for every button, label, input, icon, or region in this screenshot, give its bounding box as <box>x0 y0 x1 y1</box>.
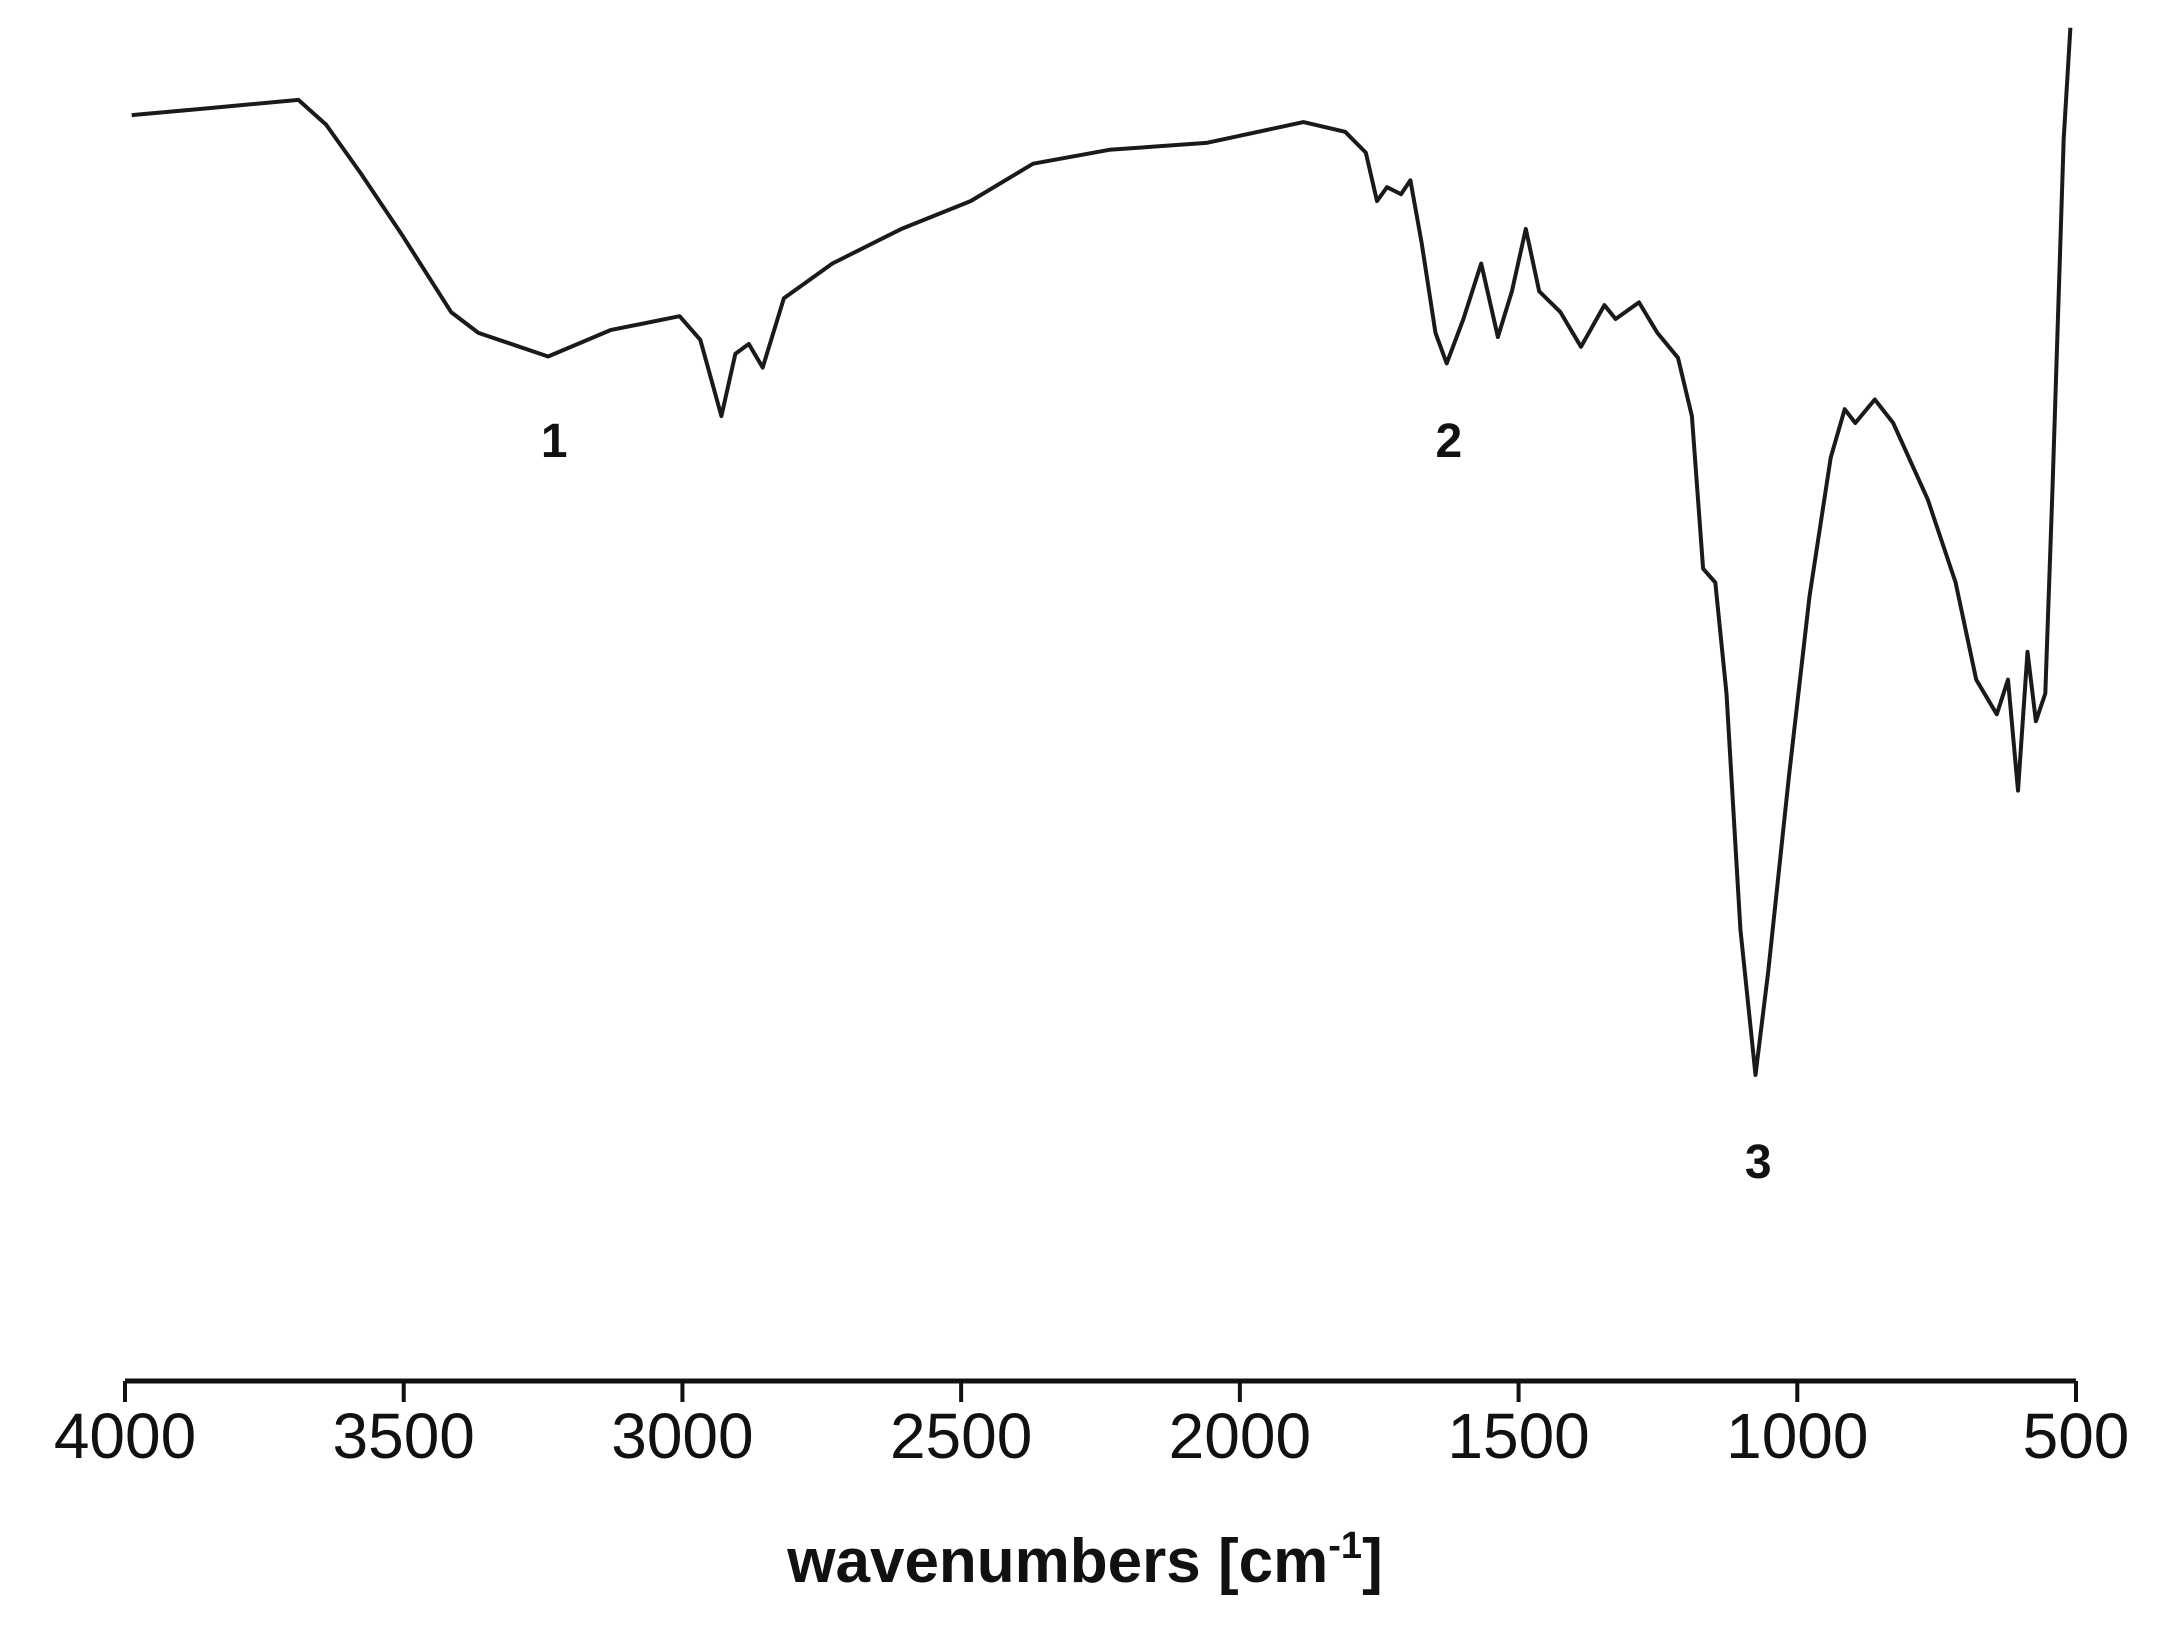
x-tick-label-1500: 1500 <box>1447 1400 1589 1472</box>
plot-area: 1 2 3 <box>131 27 2073 1189</box>
x-tick-label-3500: 3500 <box>333 1400 475 1472</box>
x-tick-label-1000: 1000 <box>1726 1400 1868 1472</box>
x-axis-title: wavenumbers [cm-1] <box>786 1525 1382 1596</box>
x-tick-label-500: 500 <box>2023 1400 2130 1472</box>
x-tick-label-4000: 4000 <box>54 1400 196 1472</box>
peak-label-2: 2 <box>1436 415 1463 468</box>
x-tick-label-2000: 2000 <box>1169 1400 1311 1472</box>
peak-label-3: 3 <box>1745 1136 1772 1189</box>
x-tick-label-3000: 3000 <box>611 1400 753 1472</box>
x-axis-ticks: 4000 3500 3000 2500 2000 1500 1000 500 <box>54 1381 2130 1472</box>
peak-label-1: 1 <box>541 415 568 468</box>
x-tick-label-2500: 2500 <box>890 1400 1032 1472</box>
spectrum-line <box>131 27 2073 1077</box>
